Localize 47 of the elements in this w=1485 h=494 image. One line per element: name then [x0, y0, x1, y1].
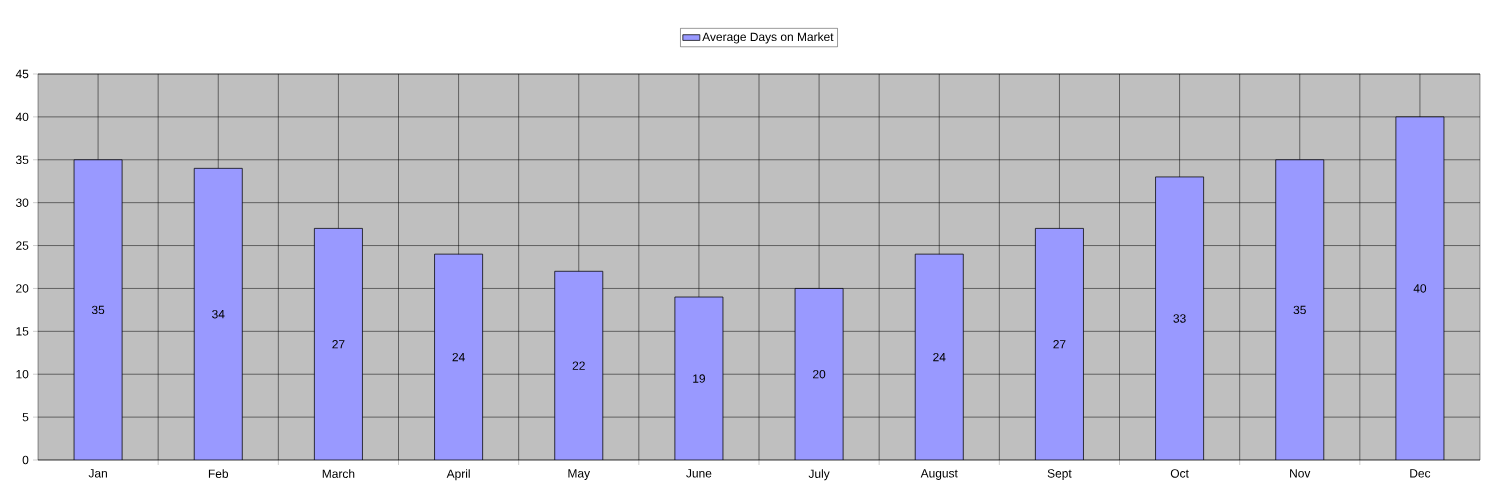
- x-tick-label: June: [686, 469, 712, 478]
- data-label: 24: [933, 352, 946, 362]
- data-label: 40: [1413, 284, 1427, 293]
- data-label: 20: [813, 369, 826, 379]
- data-label: 34: [212, 309, 225, 319]
- bar: [193, 167, 243, 460]
- data-label: 27: [332, 340, 345, 349]
- data-label: 33: [1173, 314, 1186, 323]
- y-tick-label: 15: [16, 327, 29, 336]
- data-label: 22: [572, 361, 585, 370]
- y-tick-label: 35: [15, 155, 29, 164]
- bar: [1395, 116, 1445, 460]
- bar: [674, 296, 724, 460]
- x-tick-label: Nov: [1290, 469, 1311, 478]
- x-tick-label: Jan: [88, 469, 107, 478]
- y-tick-label: 25: [16, 241, 29, 250]
- x-tick-label: July: [808, 469, 830, 481]
- data-label: 35: [1293, 305, 1306, 315]
- data-label: 19: [693, 374, 705, 383]
- bar: [794, 288, 844, 460]
- y-tick-label: 40: [15, 112, 29, 122]
- data-label: 27: [1053, 340, 1066, 349]
- legend-label: Average Days on Market: [702, 32, 834, 44]
- x-tick-label: Sept: [1047, 469, 1072, 481]
- bar: [314, 228, 363, 460]
- bar: [73, 159, 123, 460]
- y-tick-label: 10: [16, 369, 29, 379]
- bar: [914, 253, 964, 460]
- bar: [554, 270, 604, 460]
- bar: [434, 253, 483, 460]
- x-tick-label: August: [920, 469, 958, 480]
- x-tick-label: Feb: [208, 469, 229, 478]
- x-tick-label: May: [568, 469, 591, 480]
- y-tick-label: 0: [22, 455, 29, 465]
- bar: [1035, 228, 1084, 460]
- data-label: 24: [452, 352, 465, 362]
- y-tick-label: 5: [22, 412, 29, 422]
- y-tick-label: 45: [15, 69, 29, 79]
- bar: [1155, 176, 1204, 460]
- x-tick-label: April: [446, 469, 470, 481]
- x-tick-label: Oct: [1170, 469, 1189, 478]
- x-tick-label: Dec: [1410, 469, 1431, 478]
- x-tick-label: March: [322, 469, 355, 478]
- y-tick-label: 20: [16, 284, 29, 293]
- bar: [1275, 159, 1325, 460]
- y-tick-label: 30: [15, 198, 29, 207]
- data-label: 35: [91, 305, 105, 315]
